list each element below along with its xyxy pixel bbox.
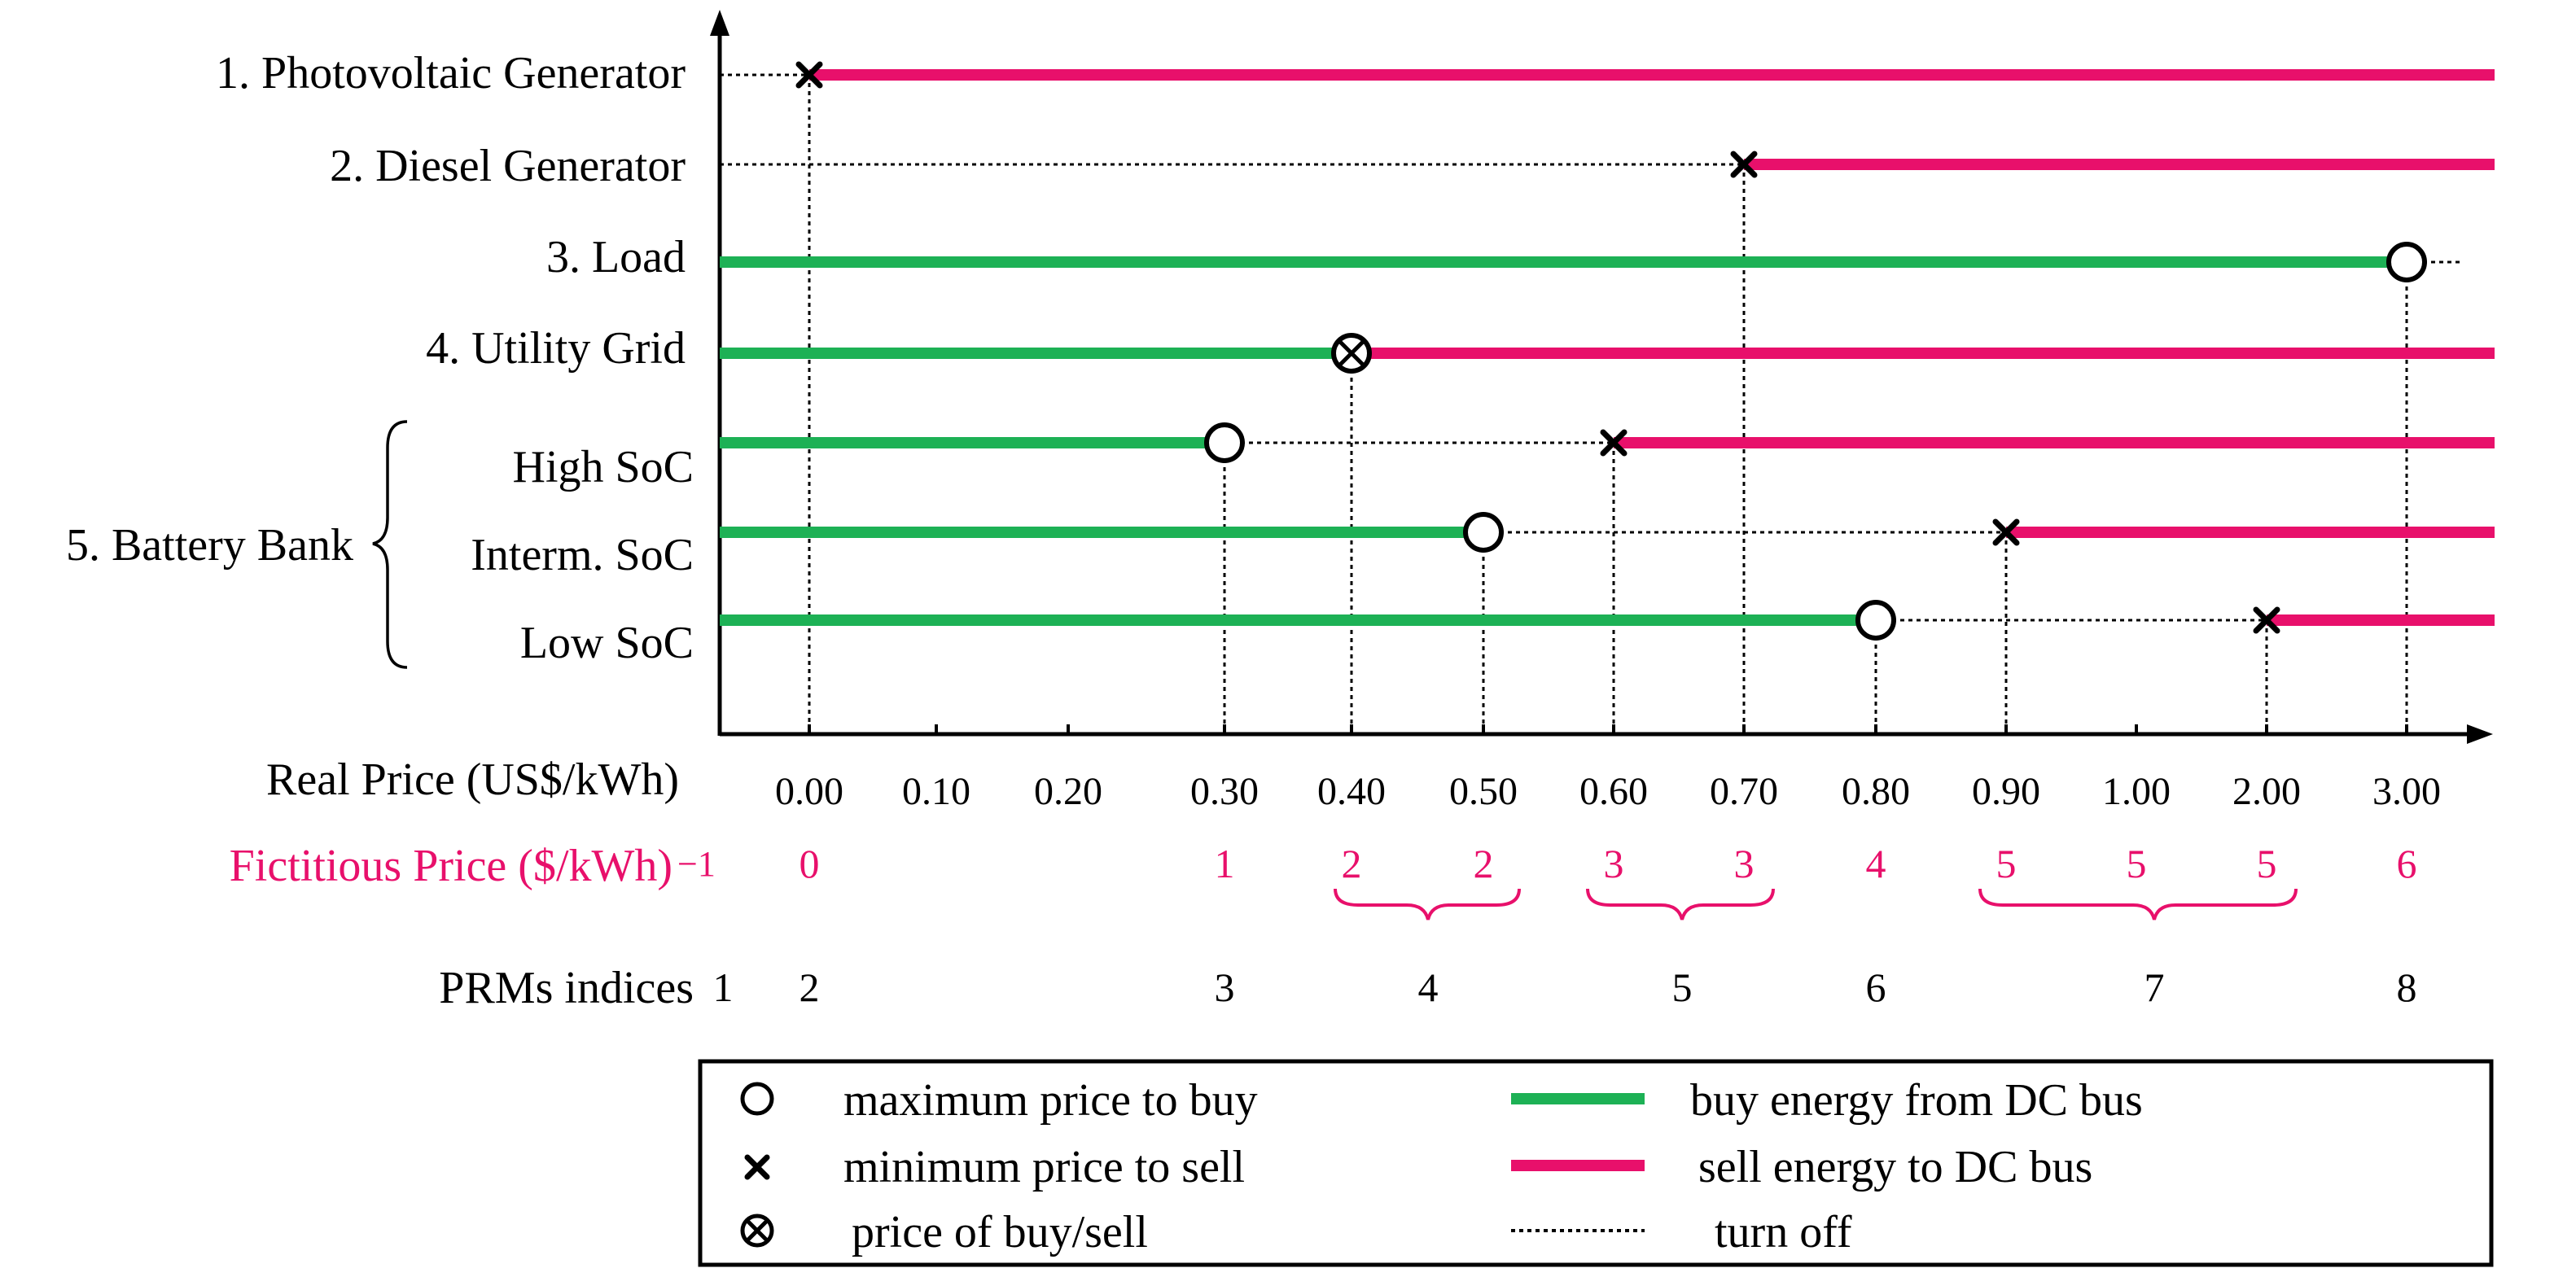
row-label-grid: 4. Utility Grid	[426, 323, 686, 374]
min-sell-cross-marker	[795, 61, 823, 89]
fictitious-price-exponent: −1	[677, 844, 716, 884]
prm-index-value: 3	[1215, 964, 1235, 1010]
fict-brace-group-3	[1586, 888, 1775, 921]
real-price-tick: 0.10	[902, 770, 970, 813]
real-price-tick: 1.00	[2102, 770, 2171, 813]
prm-index-value: 7	[2144, 964, 2165, 1010]
prm-index-value: 8	[2397, 964, 2417, 1010]
row-label-low-soc: Low SoC	[520, 618, 694, 668]
battery-brace	[372, 420, 408, 669]
prm-label: PRMs indices	[439, 963, 694, 1013]
prm-index-value: 5	[1672, 964, 1693, 1010]
real-price-tick: 0.80	[1842, 770, 1910, 813]
buy-sell-circle-cross-marker	[1331, 333, 1372, 374]
battery-group-label: 5. Battery Bank	[66, 520, 353, 571]
fictitious-price-value: 5	[2127, 841, 2147, 886]
row-label-high-soc: High SoC	[513, 442, 694, 492]
row-label-interm-soc: Interm. SoC	[471, 530, 694, 580]
real-price-tick: 0.70	[1710, 770, 1778, 813]
min-sell-cross-marker	[1730, 151, 1758, 178]
prm-index-value: 4	[1418, 964, 1439, 1010]
fictitious-price-value: 2	[1474, 841, 1494, 886]
fictitious-price-value: 3	[1734, 841, 1755, 886]
prm-index-value: 2	[800, 964, 820, 1010]
max-buy-circle-marker	[1204, 422, 1245, 463]
real-price-tick: 0.40	[1317, 770, 1386, 813]
fictitious-price-value: 6	[2397, 841, 2417, 886]
legend-cross-icon	[744, 1154, 770, 1180]
fictitious-price-value: 0	[800, 841, 820, 886]
min-sell-cross-marker	[1992, 518, 2020, 546]
real-price-tick: 0.60	[1579, 770, 1648, 813]
real-price-tick: 3.00	[2372, 770, 2441, 813]
max-buy-circle-marker	[1463, 512, 1504, 553]
legend-max-buy: maximum price to buy	[843, 1075, 1258, 1126]
fictitious-price-value: 5	[1996, 841, 2017, 886]
real-price-tick: 0.20	[1034, 770, 1102, 813]
real-price-tick: 0.90	[1972, 770, 2040, 813]
fict-brace-group-5	[1978, 888, 2298, 921]
x-axis-arrow	[2467, 724, 2493, 744]
legend-turnoff-label: turn off	[1715, 1207, 1852, 1257]
legend-min-sell: minimum price to sell	[843, 1142, 1245, 1192]
legend-circle-icon	[740, 1082, 774, 1116]
real-price-tick: 0.50	[1449, 770, 1518, 813]
max-buy-circle-marker	[2386, 242, 2427, 282]
fictitious-price-value: 2	[1342, 841, 1362, 886]
prm-index-value: 6	[1866, 964, 1886, 1010]
legend-circle-cross-icon	[740, 1214, 774, 1248]
fictitious-price-value: 3	[1604, 841, 1624, 886]
fictitious-price-value: 5	[2257, 841, 2277, 886]
min-sell-cross-marker	[1600, 429, 1628, 457]
min-sell-cross-marker	[2253, 606, 2280, 634]
real-price-tick: 0.30	[1190, 770, 1259, 813]
legend-sell-line-label: sell energy to DC bus	[1698, 1142, 2092, 1192]
fictitious-price-value: 4	[1866, 841, 1886, 886]
legend-buy-line-label: buy energy from DC bus	[1690, 1075, 2143, 1126]
row-label-load: 3. Load	[546, 232, 686, 282]
real-price-label: Real Price (US$/kWh)	[266, 754, 679, 805]
y-axis-arrow	[710, 10, 729, 36]
fictitious-price-label: Fictitious Price ($/kWh)	[230, 841, 672, 891]
real-price-tick: 2.00	[2232, 770, 2301, 813]
real-price-tick: 0.00	[775, 770, 843, 813]
fictitious-price-value: 1	[1215, 841, 1235, 886]
prm-index-value: 1	[713, 964, 734, 1010]
row-label-diesel: 2. Diesel Generator	[330, 141, 686, 191]
row-label-photovoltaic: 1. Photovoltaic Generator	[216, 48, 686, 98]
fict-brace-group-2	[1334, 888, 1521, 921]
max-buy-circle-marker	[1855, 600, 1896, 641]
legend-buy-sell: price of buy/sell	[852, 1207, 1148, 1257]
